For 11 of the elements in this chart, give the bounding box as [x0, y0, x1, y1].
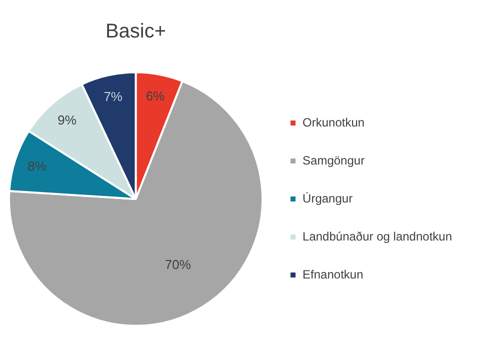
data-label: 8%: [28, 158, 47, 174]
data-label: 7%: [104, 89, 123, 104]
legend-label: Úrgangur: [302, 191, 353, 206]
legend-label: Orkunotkun: [302, 115, 365, 130]
legend-label: Samgöngur: [302, 153, 365, 168]
legend-label: Efnanotkun: [302, 267, 364, 282]
data-label: 70%: [164, 256, 192, 272]
data-label: 6%: [146, 88, 166, 104]
chart-title: Basic+: [105, 20, 166, 43]
data-label: 9%: [58, 112, 77, 128]
legend-label: Landbúnaður og landnotkun: [302, 229, 452, 244]
